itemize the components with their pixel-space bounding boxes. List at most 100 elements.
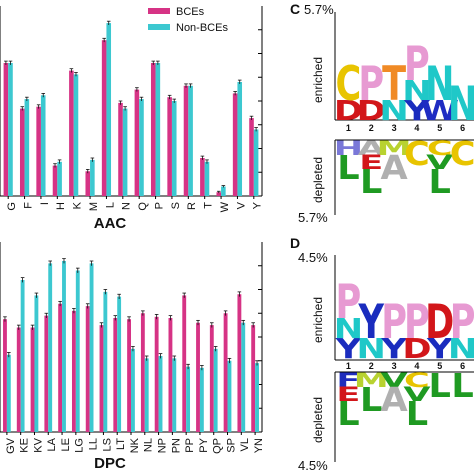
logo-c-depleted-letter-4-C: C: [404, 135, 430, 174]
panel-c-top-pct: 5.7%: [304, 2, 334, 17]
logo-c-depleted-letter-3-A: A: [380, 149, 408, 188]
aac-tick-h: H: [55, 202, 67, 210]
dpc-bar-non-bces-gv: [6, 354, 11, 432]
logo-d-depleted-letter-1-L: L: [337, 395, 359, 434]
aac-tick-f: F: [22, 202, 34, 209]
aac-bar-bces-k: [69, 70, 74, 196]
logo-c-enriched-letter-4-Y: Y: [403, 96, 431, 127]
logo-c-depleted-letter-1-L: L: [337, 149, 359, 188]
logo-c-depleted-letter-5-L: L: [429, 163, 451, 202]
logo-c-enriched-letter-1-D: D: [334, 96, 363, 127]
logo-d-depleted-letter-3-V: V: [380, 369, 407, 391]
logo-d-enriched-letter-5-D: D: [425, 295, 454, 349]
dpc-tick-nl: NL: [143, 438, 155, 452]
aac-bar-bces-f: [19, 108, 25, 196]
logo-d-position-1: 1: [346, 361, 351, 371]
aac-bar-bces-m: [85, 171, 91, 196]
aac-tick-m: M: [88, 202, 100, 211]
dpc-bar-bces-ke: [16, 327, 21, 432]
dpc-bar-bces-np: [154, 316, 159, 432]
aac-bar-non-bces-v: [237, 82, 243, 196]
panel-d-logo: YNPFEL1NYML2YPVA3DPCVL4YDL5NPL6: [334, 275, 474, 434]
logo-c-enriched-letter-4-N: N: [402, 76, 431, 107]
dpc-bar-non-bces-le: [62, 261, 66, 432]
dpc-bar-non-bces-lg: [75, 270, 80, 432]
dpc-bar-non-bces-lt: [117, 296, 122, 432]
panel-d-label: D: [290, 235, 300, 251]
logo-d-enriched-letter-2-Y: Y: [358, 295, 385, 349]
aac-bar-non-bces-k: [73, 74, 79, 196]
aac-tick-l: L: [104, 202, 116, 208]
logo-c-enriched-letter-3-N: N: [379, 96, 408, 127]
aac-bar-non-bces-i: [40, 95, 46, 196]
dpc-bar-non-bces-vl: [241, 322, 246, 432]
dpc-bar-bces-ll: [85, 306, 90, 432]
dpc-bar-non-bces-nk: [131, 348, 135, 432]
dpc-tick-nk: NK: [129, 437, 141, 453]
dpc-tick-lt: LT: [115, 438, 127, 450]
dpc-bar-bces-le: [58, 303, 63, 432]
dpc-tick-gv: GV: [5, 437, 17, 454]
logo-d-enriched-letter-4-D: D: [402, 334, 431, 365]
logo-d-enriched-letter-6-P: P: [450, 295, 474, 349]
legend-swatch-non-bces: [148, 24, 170, 30]
legend-label-non-bces: Non-BCEs: [176, 22, 228, 34]
logo-c-depleted-letter-2-L: L: [360, 163, 382, 202]
dpc-xlabel: DPC: [94, 455, 126, 472]
dpc-bar-non-bces-sp: [227, 360, 232, 432]
aac-bar-bces-s: [167, 97, 172, 196]
aac-bar-non-bces-m: [90, 159, 95, 196]
dpc-tick-py: PY: [198, 437, 210, 452]
dpc-bar-bces-sp: [223, 313, 228, 432]
dpc-bar-non-bces-kv: [34, 295, 39, 432]
panel-c-bottom-pct: 5.7%: [298, 210, 328, 225]
aac-bar-non-bces-r: [188, 85, 193, 196]
aac-bar-bces-r: [183, 85, 189, 196]
logo-c-enriched-letter-5-W: W: [420, 96, 459, 127]
aac-tick-r: R: [186, 202, 198, 210]
aac-bar-bces-n: [118, 102, 123, 196]
aac-bar-non-bces-w: [221, 186, 226, 196]
dpc-bar-bces-qp: [209, 325, 214, 432]
aac-tick-p: P: [153, 202, 165, 209]
dpc-tick-le: LE: [60, 438, 72, 451]
aac-bar-non-bces-h: [57, 161, 62, 196]
aac-bar-non-bces-g: [8, 63, 13, 196]
logo-c-enriched-letter-1-C: C: [336, 57, 362, 111]
dpc-bar-bces-kv: [30, 327, 35, 432]
logo-d-depleted-letter-5-L: L: [429, 367, 451, 406]
dpc-bar-bces-py: [196, 322, 200, 432]
dpc-tick-ke: KE: [19, 438, 31, 453]
logo-d-enriched-letter-1-Y: Y: [335, 334, 363, 365]
dpc-bar-non-bces-np: [158, 356, 163, 432]
dpc-tick-kv: KV: [32, 437, 44, 452]
logo-d-position-5: 5: [437, 361, 442, 371]
aac-bar-non-bces-f: [24, 99, 30, 196]
aac-bar-non-bces-n: [122, 108, 128, 196]
logo-d-enriched-letter-1-P: P: [336, 275, 362, 329]
dpc-bar-non-bces-nl: [144, 358, 149, 432]
logo-c-depleted-letter-6-C: C: [450, 135, 474, 174]
logo-d-enriched-letter-4-P: P: [404, 295, 430, 349]
aac-bar-non-bces-p: [155, 63, 161, 196]
dpc-tick-lg: LG: [74, 438, 86, 453]
dpc-bar-non-bces-py: [199, 367, 204, 432]
logo-c-position-2: 2: [369, 123, 374, 133]
logo-c-enriched-letter-3-T: T: [382, 57, 407, 111]
logo-c-enriched-letter-4-P: P: [404, 37, 430, 91]
logo-c-depleted-letter-5-C: C: [427, 137, 453, 159]
logo-d-enriched-letter-6-N: N: [448, 334, 474, 365]
dpc-bar-bces-ls: [99, 325, 104, 432]
dpc-tick-np: NP: [156, 438, 168, 453]
aac-tick-y: Y: [252, 201, 264, 209]
panel-c: C 5.7% 5.7% enriched depleted DCHL1DPAEL…: [290, 1, 474, 225]
aac-bar-non-bces-q: [139, 99, 144, 196]
logo-c-depleted-letter-2-E: E: [359, 151, 383, 173]
aac-tick-q: Q: [137, 202, 149, 211]
panel-d-enriched-label: enriched: [311, 297, 325, 343]
dpc-tick-pn: PN: [170, 438, 182, 453]
dpc-bar-bces-vl: [237, 294, 242, 432]
dpc-tick-la: LA: [46, 437, 58, 451]
dpc-tick-qp: QP: [212, 438, 224, 454]
